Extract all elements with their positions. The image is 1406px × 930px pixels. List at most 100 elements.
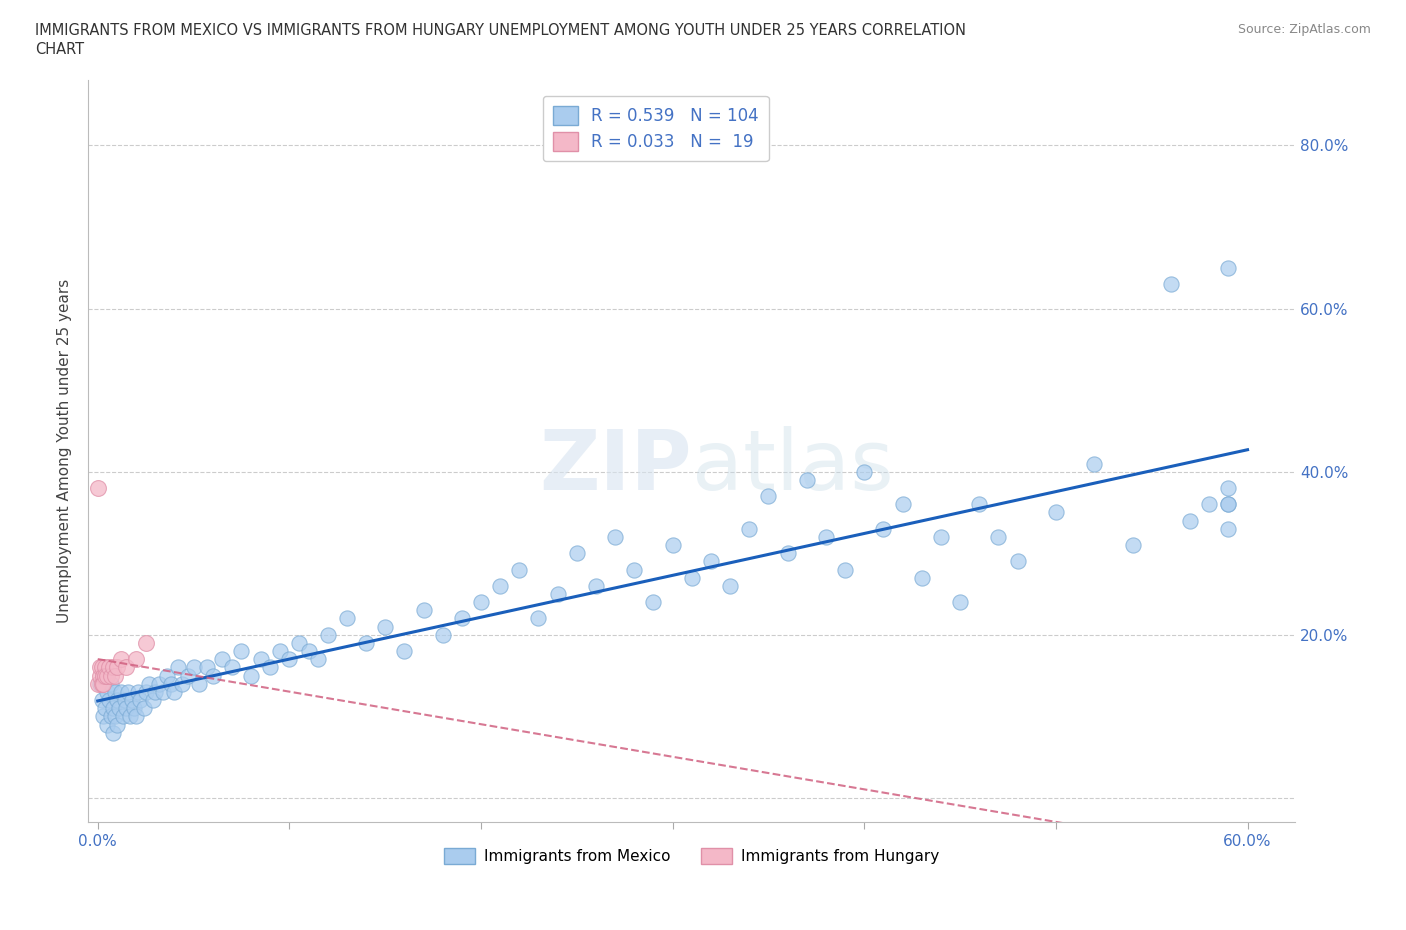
Point <box>125 709 148 724</box>
Point <box>681 570 703 585</box>
Text: Source: ZipAtlas.com: Source: ZipAtlas.com <box>1237 23 1371 36</box>
Point <box>101 660 124 675</box>
Point <box>90 676 112 691</box>
Point <box>115 701 138 716</box>
Point <box>93 668 115 683</box>
Point <box>585 578 607 593</box>
Point <box>987 529 1010 544</box>
Point <box>89 668 111 683</box>
Point <box>100 709 122 724</box>
Point <box>100 676 122 691</box>
Point <box>117 684 139 699</box>
Point <box>105 693 128 708</box>
Point <box>93 709 115 724</box>
Point <box>240 668 263 683</box>
Point <box>231 644 253 658</box>
Point <box>105 717 128 732</box>
Legend: Immigrants from Mexico, Immigrants from Hungary: Immigrants from Mexico, Immigrants from … <box>439 843 945 870</box>
Point <box>195 660 218 675</box>
Point <box>1198 497 1220 512</box>
Point <box>221 660 243 675</box>
Point <box>776 546 799 561</box>
Point <box>87 481 110 496</box>
Point <box>188 676 211 691</box>
Point <box>143 684 166 699</box>
Point <box>1045 505 1067 520</box>
Point <box>98 660 121 675</box>
Point <box>758 488 780 503</box>
Point <box>814 529 837 544</box>
Point <box>94 701 117 716</box>
Point <box>354 635 377 650</box>
Point <box>1083 456 1105 471</box>
Point <box>853 464 876 479</box>
Point <box>374 619 396 634</box>
Point <box>110 652 132 667</box>
Point <box>259 660 281 675</box>
Point <box>394 644 416 658</box>
Point <box>87 676 110 691</box>
Point <box>142 693 165 708</box>
Point <box>115 660 138 675</box>
Point <box>297 644 319 658</box>
Point <box>1218 522 1240 537</box>
Point <box>120 709 142 724</box>
Point <box>307 652 329 667</box>
Point <box>432 628 454 643</box>
Point <box>1218 260 1240 275</box>
Point <box>450 611 472 626</box>
Point <box>661 538 683 552</box>
Point <box>336 611 359 626</box>
Point <box>605 529 627 544</box>
Point <box>98 693 121 708</box>
Point <box>249 652 271 667</box>
Point <box>135 684 157 699</box>
Point <box>316 628 339 643</box>
Point <box>1160 276 1182 291</box>
Point <box>100 668 122 683</box>
Point <box>94 668 117 683</box>
Point <box>96 684 118 699</box>
Point <box>138 676 160 691</box>
Text: IMMIGRANTS FROM MEXICO VS IMMIGRANTS FROM HUNGARY UNEMPLOYMENT AMONG YOUTH UNDER: IMMIGRANTS FROM MEXICO VS IMMIGRANTS FRO… <box>35 23 966 38</box>
Point <box>1178 513 1201 528</box>
Point <box>623 562 645 577</box>
Point <box>108 701 131 716</box>
Point <box>967 497 990 512</box>
Point <box>911 570 934 585</box>
Point <box>90 693 112 708</box>
Point <box>114 693 136 708</box>
Y-axis label: Unemployment Among Youth under 25 years: Unemployment Among Youth under 25 years <box>58 279 72 623</box>
Point <box>527 611 550 626</box>
Text: ZIP: ZIP <box>540 426 692 507</box>
Point <box>159 676 181 691</box>
Point <box>1218 497 1240 512</box>
Point <box>891 497 914 512</box>
Point <box>104 709 127 724</box>
Point <box>148 676 170 691</box>
Point <box>167 660 190 675</box>
Point <box>643 595 665 610</box>
Point <box>156 668 179 683</box>
Point <box>101 725 124 740</box>
Text: atlas: atlas <box>692 426 894 507</box>
Point <box>412 603 434 618</box>
Point <box>183 660 205 675</box>
Point <box>90 660 112 675</box>
Point <box>700 554 723 569</box>
Point <box>738 522 761 537</box>
Point <box>96 668 118 683</box>
Point <box>177 668 200 683</box>
Point <box>104 668 127 683</box>
Point <box>1218 481 1240 496</box>
Text: CHART: CHART <box>35 42 84 57</box>
Point <box>949 595 972 610</box>
Point <box>127 684 149 699</box>
Point <box>470 595 492 610</box>
Point <box>547 587 569 602</box>
Point <box>1218 497 1240 512</box>
Point <box>128 693 150 708</box>
Point <box>96 717 118 732</box>
Point <box>101 701 124 716</box>
Point <box>163 684 186 699</box>
